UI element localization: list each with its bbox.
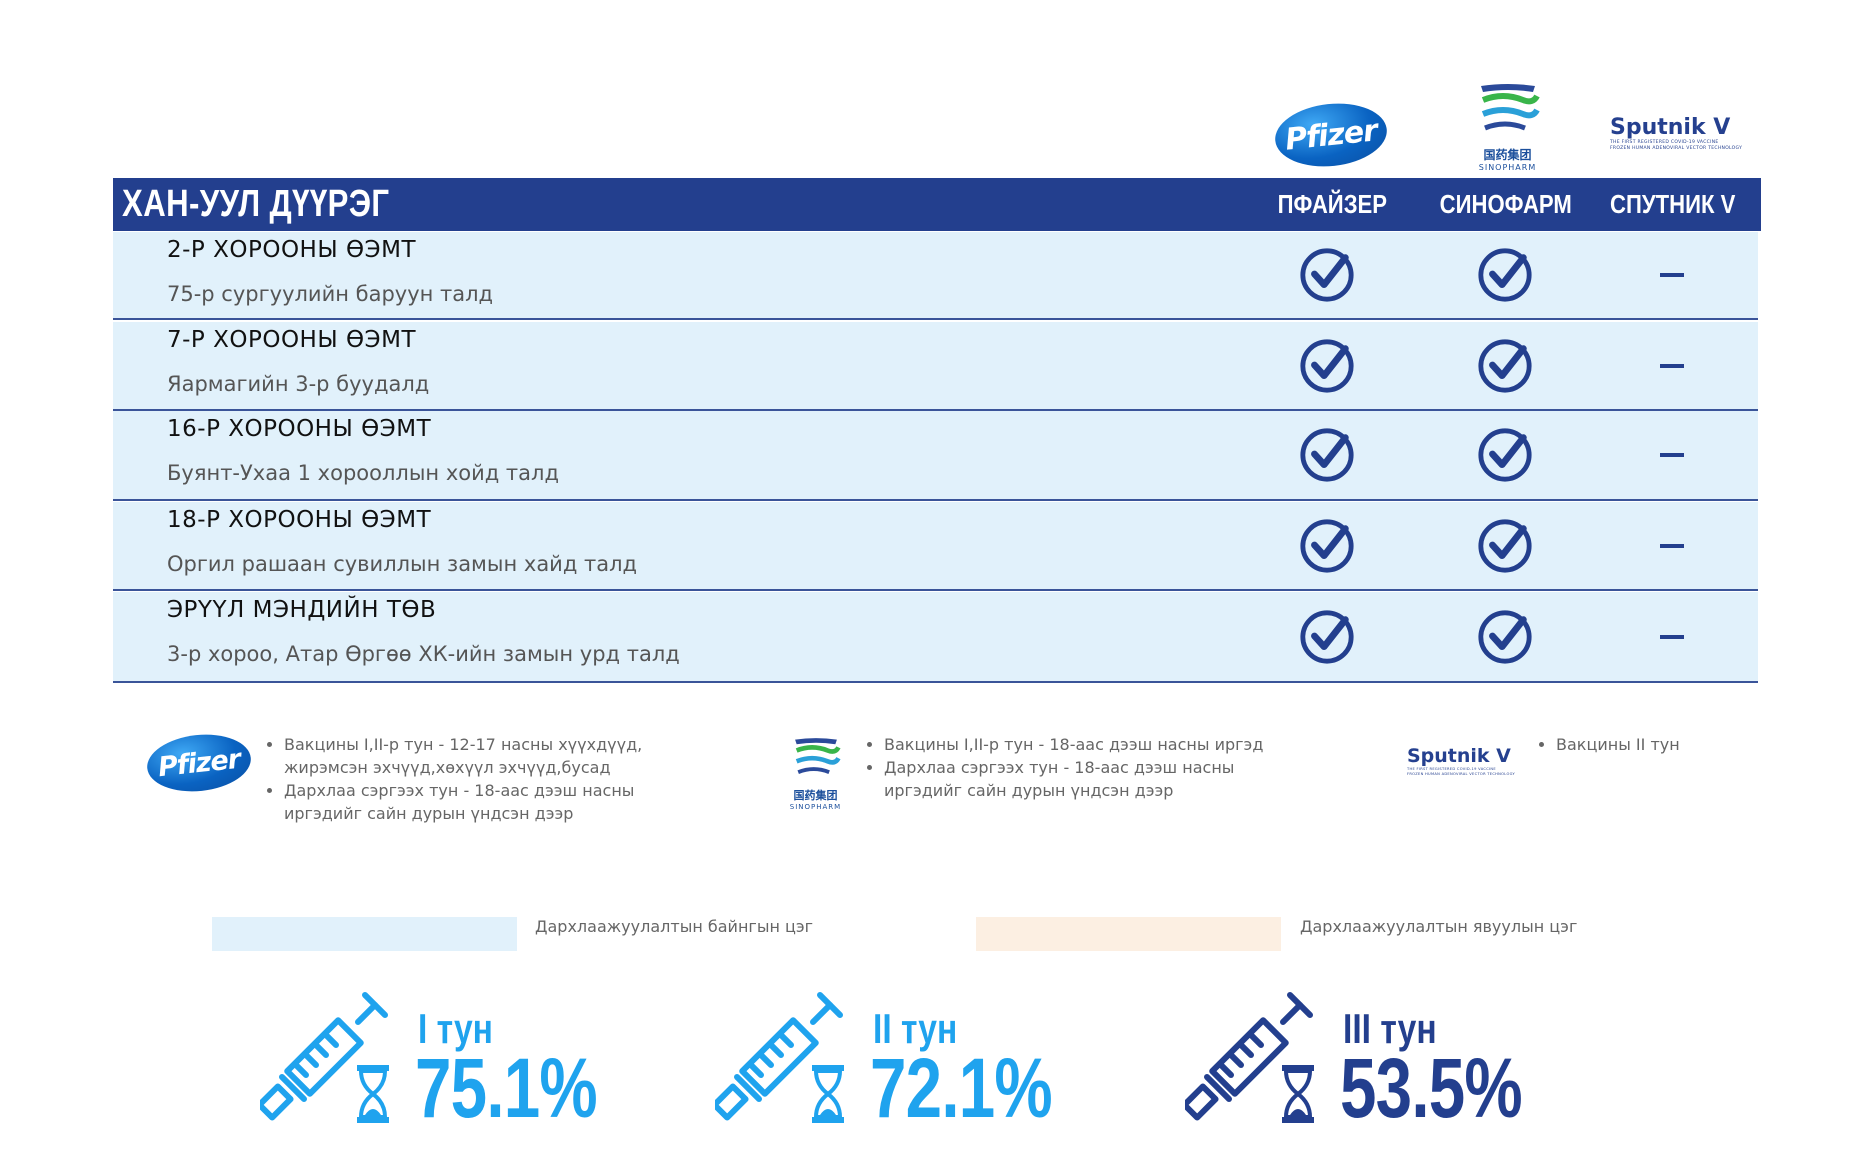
sinopharm-note-item: Дархлаа сэргээх тун - 18-аас дээш насны …	[884, 756, 1280, 802]
sputnik-dash-icon	[1660, 363, 1684, 368]
sinopharm-check-icon	[1476, 426, 1534, 488]
legend-label-fixed: Дархлаажуулалтын байнгын цэг	[535, 917, 814, 936]
sinopharm-check-icon	[1476, 517, 1534, 579]
table-row	[113, 322, 1758, 411]
pfizer-check-icon	[1298, 517, 1356, 579]
legend-swatch-fixed	[212, 917, 517, 951]
legend-label-mobile: Дархлаажуулалтын явуулын цэг	[1300, 917, 1578, 936]
dose-label: I тун	[418, 1005, 493, 1052]
dose-percent: 75.1%	[415, 1041, 598, 1135]
dose-percent: 72.1%	[870, 1041, 1053, 1135]
sinopharm-emblem-icon	[794, 738, 841, 774]
pfizer-note-item: Вакцины I,II-р тун - 12-17 насны хүүхдүү…	[284, 733, 660, 779]
sinopharm-en-text: SINOPHARM	[789, 803, 842, 811]
syringe-icon	[711, 985, 850, 1129]
site-address: Оргил рашаан сувиллын замын хайд талд	[167, 552, 638, 576]
column-header-sinopharm: СИНОФАРМ	[1439, 189, 1573, 219]
pfizer-logo: Pfizer	[1272, 98, 1390, 172]
site-name: ЭРҮҮЛ МЭНДИЙН ТӨВ	[167, 597, 437, 623]
table-header-bar	[113, 178, 1761, 231]
site-name: 2-Р ХОРООНЫ ӨЭМТ	[167, 237, 417, 263]
site-name: 16-Р ХОРООНЫ ӨЭМТ	[167, 416, 432, 442]
pfizer-check-icon	[1298, 608, 1356, 670]
sputnik-dash-icon	[1660, 634, 1684, 639]
sinopharm-check-icon	[1476, 608, 1534, 670]
table-row	[113, 411, 1758, 501]
sinopharm-note-item: Вакцины I,II-р тун - 18-аас дээш насны и…	[884, 733, 1280, 756]
site-address: Буянт-Ухаа 1 хорооллын хойд талд	[167, 461, 559, 485]
site-name: 7-Р ХОРООНЫ ӨЭМТ	[167, 327, 417, 353]
syringe-icon	[1181, 985, 1320, 1129]
pfizer-check-icon	[1298, 426, 1356, 488]
sputnik-notes: Вакцины II тун	[1532, 733, 1732, 756]
sinopharm-check-icon	[1476, 337, 1534, 399]
sputnik-dash-icon	[1660, 543, 1684, 548]
sinopharm-cn-text: 国药集团	[793, 789, 838, 802]
site-address: 75-р сургуулийн баруун талд	[167, 282, 494, 306]
sputnik-tagline: THE FIRST REGISTERED COVID-19 VACCINE	[1610, 140, 1719, 145]
district-title: ХАН-УУЛ ДҮҮРЭГ	[122, 183, 390, 225]
pfizer-notes: Вакцины I,II-р тун - 12-17 насны хүүхдүү…	[260, 733, 660, 825]
pfizer-logo-small: Pfizer	[144, 729, 254, 797]
sinopharm-logo: 国药集团 SINOPHARM	[1465, 80, 1550, 172]
pfizer-check-icon	[1298, 337, 1356, 399]
sinopharm-cn-text: 国药集团	[1483, 148, 1532, 162]
column-header-pfizer: ПФАЙЗЕР	[1277, 189, 1387, 219]
table-row	[113, 502, 1758, 591]
dose-label: II тун	[873, 1005, 958, 1052]
sputnik-tagline: THE FIRST REGISTERED COVID-19 VACCINE	[1407, 767, 1496, 771]
sputnik-logo: Sputnik V THE FIRST REGISTERED COVID-19 …	[1610, 115, 1750, 152]
syringe-icon	[256, 985, 395, 1129]
pfizer-note-item: Дархлаа сэргээх тун - 18-аас дээш насны …	[284, 779, 660, 825]
sinopharm-emblem-icon	[1480, 84, 1540, 131]
site-address: 3-р хороо, Атар Өргөө ХК-ийн замын урд т…	[167, 642, 680, 666]
table-row	[113, 232, 1758, 320]
sputnik-logo-text: Sputnik V	[1610, 115, 1731, 140]
sputnik-logo-small: Sputnik V THE FIRST REGISTERED COVID-19 …	[1407, 745, 1527, 777]
sputnik-dash-icon	[1660, 453, 1684, 457]
sputnik-logo-text: Sputnik V	[1407, 745, 1511, 767]
legend-swatch-mobile	[976, 917, 1281, 951]
table-row	[113, 592, 1758, 683]
sinopharm-check-icon	[1476, 246, 1534, 308]
sputnik-dash-icon	[1660, 273, 1684, 277]
column-header-sputnik: СПУТНИК V	[1610, 189, 1736, 219]
hourglass-icon	[355, 1063, 391, 1129]
sinopharm-en-text: SINOPHARM	[1478, 163, 1537, 172]
dose-percent: 53.5%	[1340, 1041, 1523, 1135]
sputnik-note-item: Вакцины II тун	[1556, 733, 1732, 756]
sinopharm-notes: Вакцины I,II-р тун - 18-аас дээш насны и…	[860, 733, 1280, 802]
sputnik-tagline-2: FROZEN HUMAN ADENOVIRAL VECTOR TECHNOLOG…	[1407, 772, 1515, 776]
hourglass-icon	[810, 1063, 846, 1129]
hourglass-icon	[1280, 1063, 1316, 1129]
sputnik-tagline-2: FROZEN HUMAN ADENOVIRAL VECTOR TECHNOLOG…	[1610, 146, 1743, 151]
pfizer-check-icon	[1298, 246, 1356, 308]
site-name: 18-Р ХОРООНЫ ӨЭМТ	[167, 507, 432, 533]
dose-label: III тун	[1343, 1005, 1437, 1052]
site-address: Яармагийн 3-р буудалд	[167, 372, 430, 396]
sinopharm-logo-small: 国药集团 SINOPHARM	[778, 735, 853, 811]
